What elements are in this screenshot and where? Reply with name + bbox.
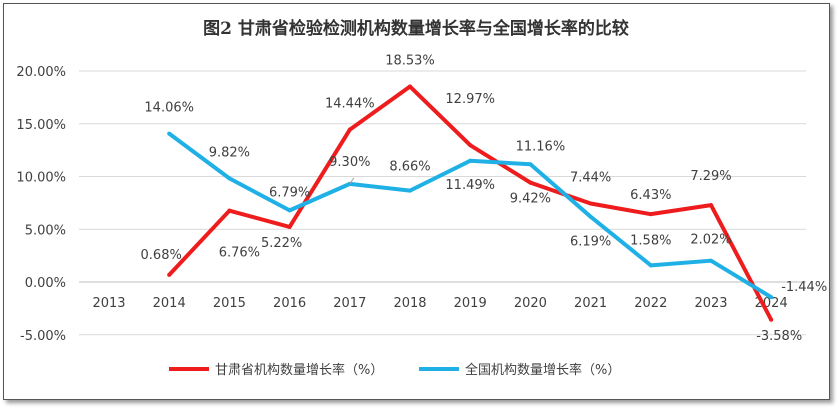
data-label: 9.82% [209,145,250,160]
data-label: 6.19% [570,235,611,250]
chart-title: 图2 甘肃省检验检测机构数量增长率与全国增长率的比较 [203,18,629,39]
data-point [528,162,533,167]
x-tick-label: 2013 [92,296,125,311]
data-point [408,84,412,89]
series-line-1 [168,132,773,299]
data-point [588,201,593,206]
data-point [167,131,172,136]
x-tick-label: 2020 [514,296,547,311]
data-point [167,272,172,277]
data-point [408,188,412,193]
x-tick-label: 2019 [454,296,487,311]
data-label: 9.30% [329,155,370,170]
y-tick-label: 10.00% [16,171,66,186]
x-tick-label: 2015 [213,296,246,311]
y-tick-label: 0.00% [25,276,66,291]
data-label: -1.44% [781,280,827,295]
x-tick-label: 2022 [634,296,667,311]
data-label: 2.02% [690,233,731,248]
x-tick-label: 2023 [694,296,727,311]
x-tick-label: 2016 [273,296,306,311]
leader-line [349,177,355,185]
data-point [709,203,713,208]
data-label: 12.97% [445,92,495,107]
data-label: 7.44% [570,171,611,186]
data-point [287,224,292,229]
data-point [648,263,653,268]
data-label: -3.58% [756,329,802,344]
data-label: 11.49% [445,178,495,193]
legend-label: 甘肃省机构数量增长率（%） [215,362,383,378]
data-point [709,258,713,263]
data-point [648,212,653,217]
x-tick-label: 2018 [393,296,426,311]
data-label: 14.06% [144,101,194,116]
data-point [227,208,232,213]
data-label: 1.58% [630,233,671,248]
chart-container: 图2 甘肃省检验检测机构数量增长率与全国增长率的比较 -5.00% 0.00% 5.… [3,3,830,400]
data-label: 6.76% [219,246,260,261]
data-label: 5.22% [261,236,302,251]
data-label: 14.44% [325,97,375,112]
data-point [468,158,473,163]
legend-label: 全国机构数量增长率（%） [465,362,620,378]
data-label: 6.79% [269,185,310,200]
data-label: 6.43% [630,188,671,203]
data-label: 9.42% [510,192,551,207]
y-tick-label: -5.00% [20,329,66,344]
x-tick-label: 2017 [333,296,366,311]
y-tick-label: 15.00% [16,118,66,133]
data-point [287,208,292,213]
data-label: 0.68% [141,248,182,263]
data-point [769,295,774,300]
data-point [769,317,774,322]
data-label: 11.16% [516,139,566,154]
data-label: 8.66% [389,160,430,175]
line-chart: 图2 甘肃省检验检测机构数量增长率与全国增长率的比较 -5.00% 0.00% 5.… [16,18,827,378]
y-tick-label: 20.00% [16,65,66,80]
data-point [588,214,593,219]
data-point [347,127,352,132]
data-point [528,180,533,185]
data-label: 18.53% [385,54,435,69]
x-tick-label: 2021 [574,296,607,311]
data-point [227,176,232,181]
x-tick-label: 2014 [153,296,186,311]
series-line-0 [167,84,773,321]
data-label: 7.29% [690,169,731,184]
data-point [468,143,473,148]
y-tick-label: 5.00% [25,223,66,238]
